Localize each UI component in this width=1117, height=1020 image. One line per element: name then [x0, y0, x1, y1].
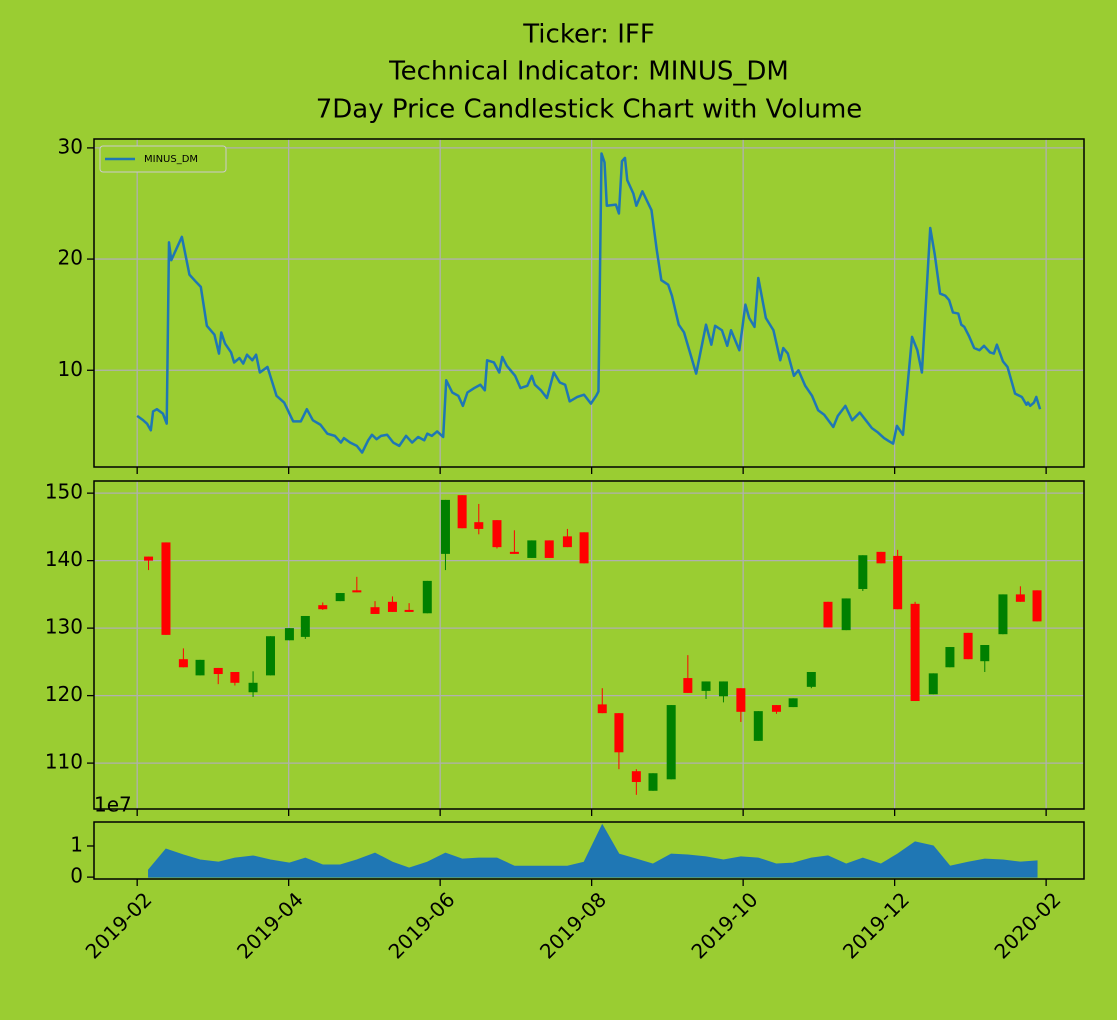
y-tick-label: 110 — [45, 750, 83, 774]
candle-body — [1032, 590, 1042, 622]
candle-body — [195, 659, 205, 676]
candle-body — [806, 671, 816, 687]
candle-body — [858, 555, 868, 589]
candle-body — [1015, 594, 1025, 602]
candle-body — [788, 698, 798, 708]
candle-body — [300, 615, 310, 637]
candle-body — [841, 598, 851, 631]
candle-body — [753, 711, 763, 741]
y-tick-label: 20 — [58, 246, 83, 270]
candle-body — [701, 681, 711, 691]
candle-body — [544, 540, 554, 558]
offset-label: 1e7 — [94, 793, 132, 817]
y-tick-label: 140 — [45, 547, 83, 571]
volume-area — [148, 823, 1038, 878]
candle-body — [771, 705, 781, 712]
candle-body — [144, 556, 154, 561]
candle-body — [440, 499, 450, 554]
chart-title: 7Day Price Candlestick Chart with Volume — [316, 95, 863, 125]
legend-box — [99, 145, 227, 173]
candle-body — [945, 647, 955, 668]
legend-label: MINUS_DM — [144, 154, 198, 165]
plot-area — [94, 481, 1084, 809]
candle-body — [422, 580, 432, 614]
candle-body — [823, 601, 833, 628]
candle-body — [648, 773, 658, 791]
y-tick-label: 30 — [58, 134, 83, 158]
candle-body — [248, 682, 258, 693]
y-tick-label: 1 — [70, 832, 83, 856]
candle-body — [562, 536, 572, 548]
candle-body — [876, 551, 886, 564]
candle-body — [718, 681, 728, 697]
candle-body — [230, 671, 240, 683]
y-tick-label: 150 — [45, 480, 83, 504]
chart-title: Ticker: IFF — [522, 20, 655, 50]
axes-frame — [93, 821, 1085, 880]
candle-body — [980, 645, 990, 662]
candle-body — [963, 632, 973, 660]
candle-body — [683, 678, 693, 693]
candle-body — [527, 540, 537, 558]
line-series — [136, 152, 1042, 454]
candle-body — [474, 522, 484, 529]
candle-body — [178, 659, 188, 668]
candle-body — [910, 603, 920, 702]
candle-body — [579, 532, 589, 564]
candle-body — [404, 609, 414, 612]
y-tick-label: 130 — [45, 615, 83, 639]
candle-body — [457, 495, 467, 529]
candle-body — [998, 594, 1008, 635]
chart-title: Technical Indicator: MINUS_DM — [388, 57, 789, 87]
candle-body — [614, 713, 624, 753]
candle-body — [284, 628, 294, 641]
candle-body — [666, 705, 676, 780]
candle-body — [265, 636, 275, 676]
candle-body — [161, 542, 171, 635]
y-tick-label: 120 — [45, 682, 83, 706]
candle-body — [370, 607, 380, 614]
candle-body — [893, 555, 903, 610]
y-tick-label: 0 — [70, 864, 83, 888]
plot-area — [94, 139, 1084, 467]
axes-frame — [93, 138, 1085, 468]
candle-body — [509, 551, 519, 554]
candle-body — [736, 688, 746, 712]
candle-body — [387, 601, 397, 612]
candle-body — [318, 605, 328, 610]
axes-frame — [93, 480, 1085, 810]
candle-body — [492, 520, 502, 548]
candle-body — [928, 673, 938, 695]
candle-body — [335, 593, 345, 602]
candle-body — [631, 771, 641, 783]
candle-body — [213, 667, 223, 675]
y-tick-label: 10 — [58, 357, 83, 381]
candle-body — [597, 704, 607, 714]
candle-body — [352, 590, 362, 593]
